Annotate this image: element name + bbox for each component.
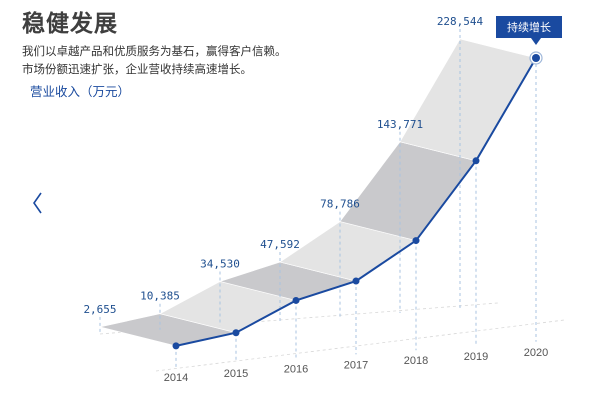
value-label: 228,544	[437, 15, 484, 28]
year-label: 2019	[464, 351, 488, 363]
value-label: 78,786	[320, 198, 360, 211]
year-label: 2018	[404, 355, 428, 367]
intro-text: 我们以卓越产品和优质服务为基石，赢得客户信赖。 市场份额迅速扩张，企业营收持续高…	[22, 42, 287, 78]
growth-badge	[496, 16, 562, 39]
value-label: 2,655	[83, 303, 116, 316]
year-label: 2017	[344, 359, 368, 371]
growth-badge-pointer	[531, 38, 541, 46]
data-point	[412, 237, 420, 245]
year-label: 2015	[224, 368, 248, 380]
value-label: 47,592	[260, 238, 300, 251]
year-label: 2014	[164, 372, 188, 384]
value-label: 10,385	[140, 290, 180, 303]
data-point	[352, 277, 360, 285]
value-label: 143,771	[377, 118, 423, 131]
ribbon-segment	[339, 141, 477, 241]
ribbon-segment	[399, 38, 537, 162]
data-point	[292, 296, 300, 304]
y-axis-label: 营业收入（万元）	[30, 84, 131, 99]
growth-badge-label: 持续增长	[507, 20, 551, 34]
data-point	[532, 54, 540, 63]
value-label: 34,530	[200, 257, 240, 270]
year-label: 2016	[284, 364, 308, 376]
chevron-left-icon[interactable]	[30, 190, 46, 216]
intro-line-2: 市场份额迅速扩张，企业营收持续高速增长。	[22, 62, 252, 76]
data-point	[472, 157, 480, 165]
intro-line-1: 我们以卓越产品和优质服务为基石，赢得客户信赖。	[22, 44, 287, 58]
floor-front-line	[155, 319, 567, 372]
data-point	[232, 329, 240, 337]
year-label: 2020	[524, 347, 548, 359]
page-title: 稳健发展	[22, 11, 118, 37]
data-point	[172, 342, 180, 350]
